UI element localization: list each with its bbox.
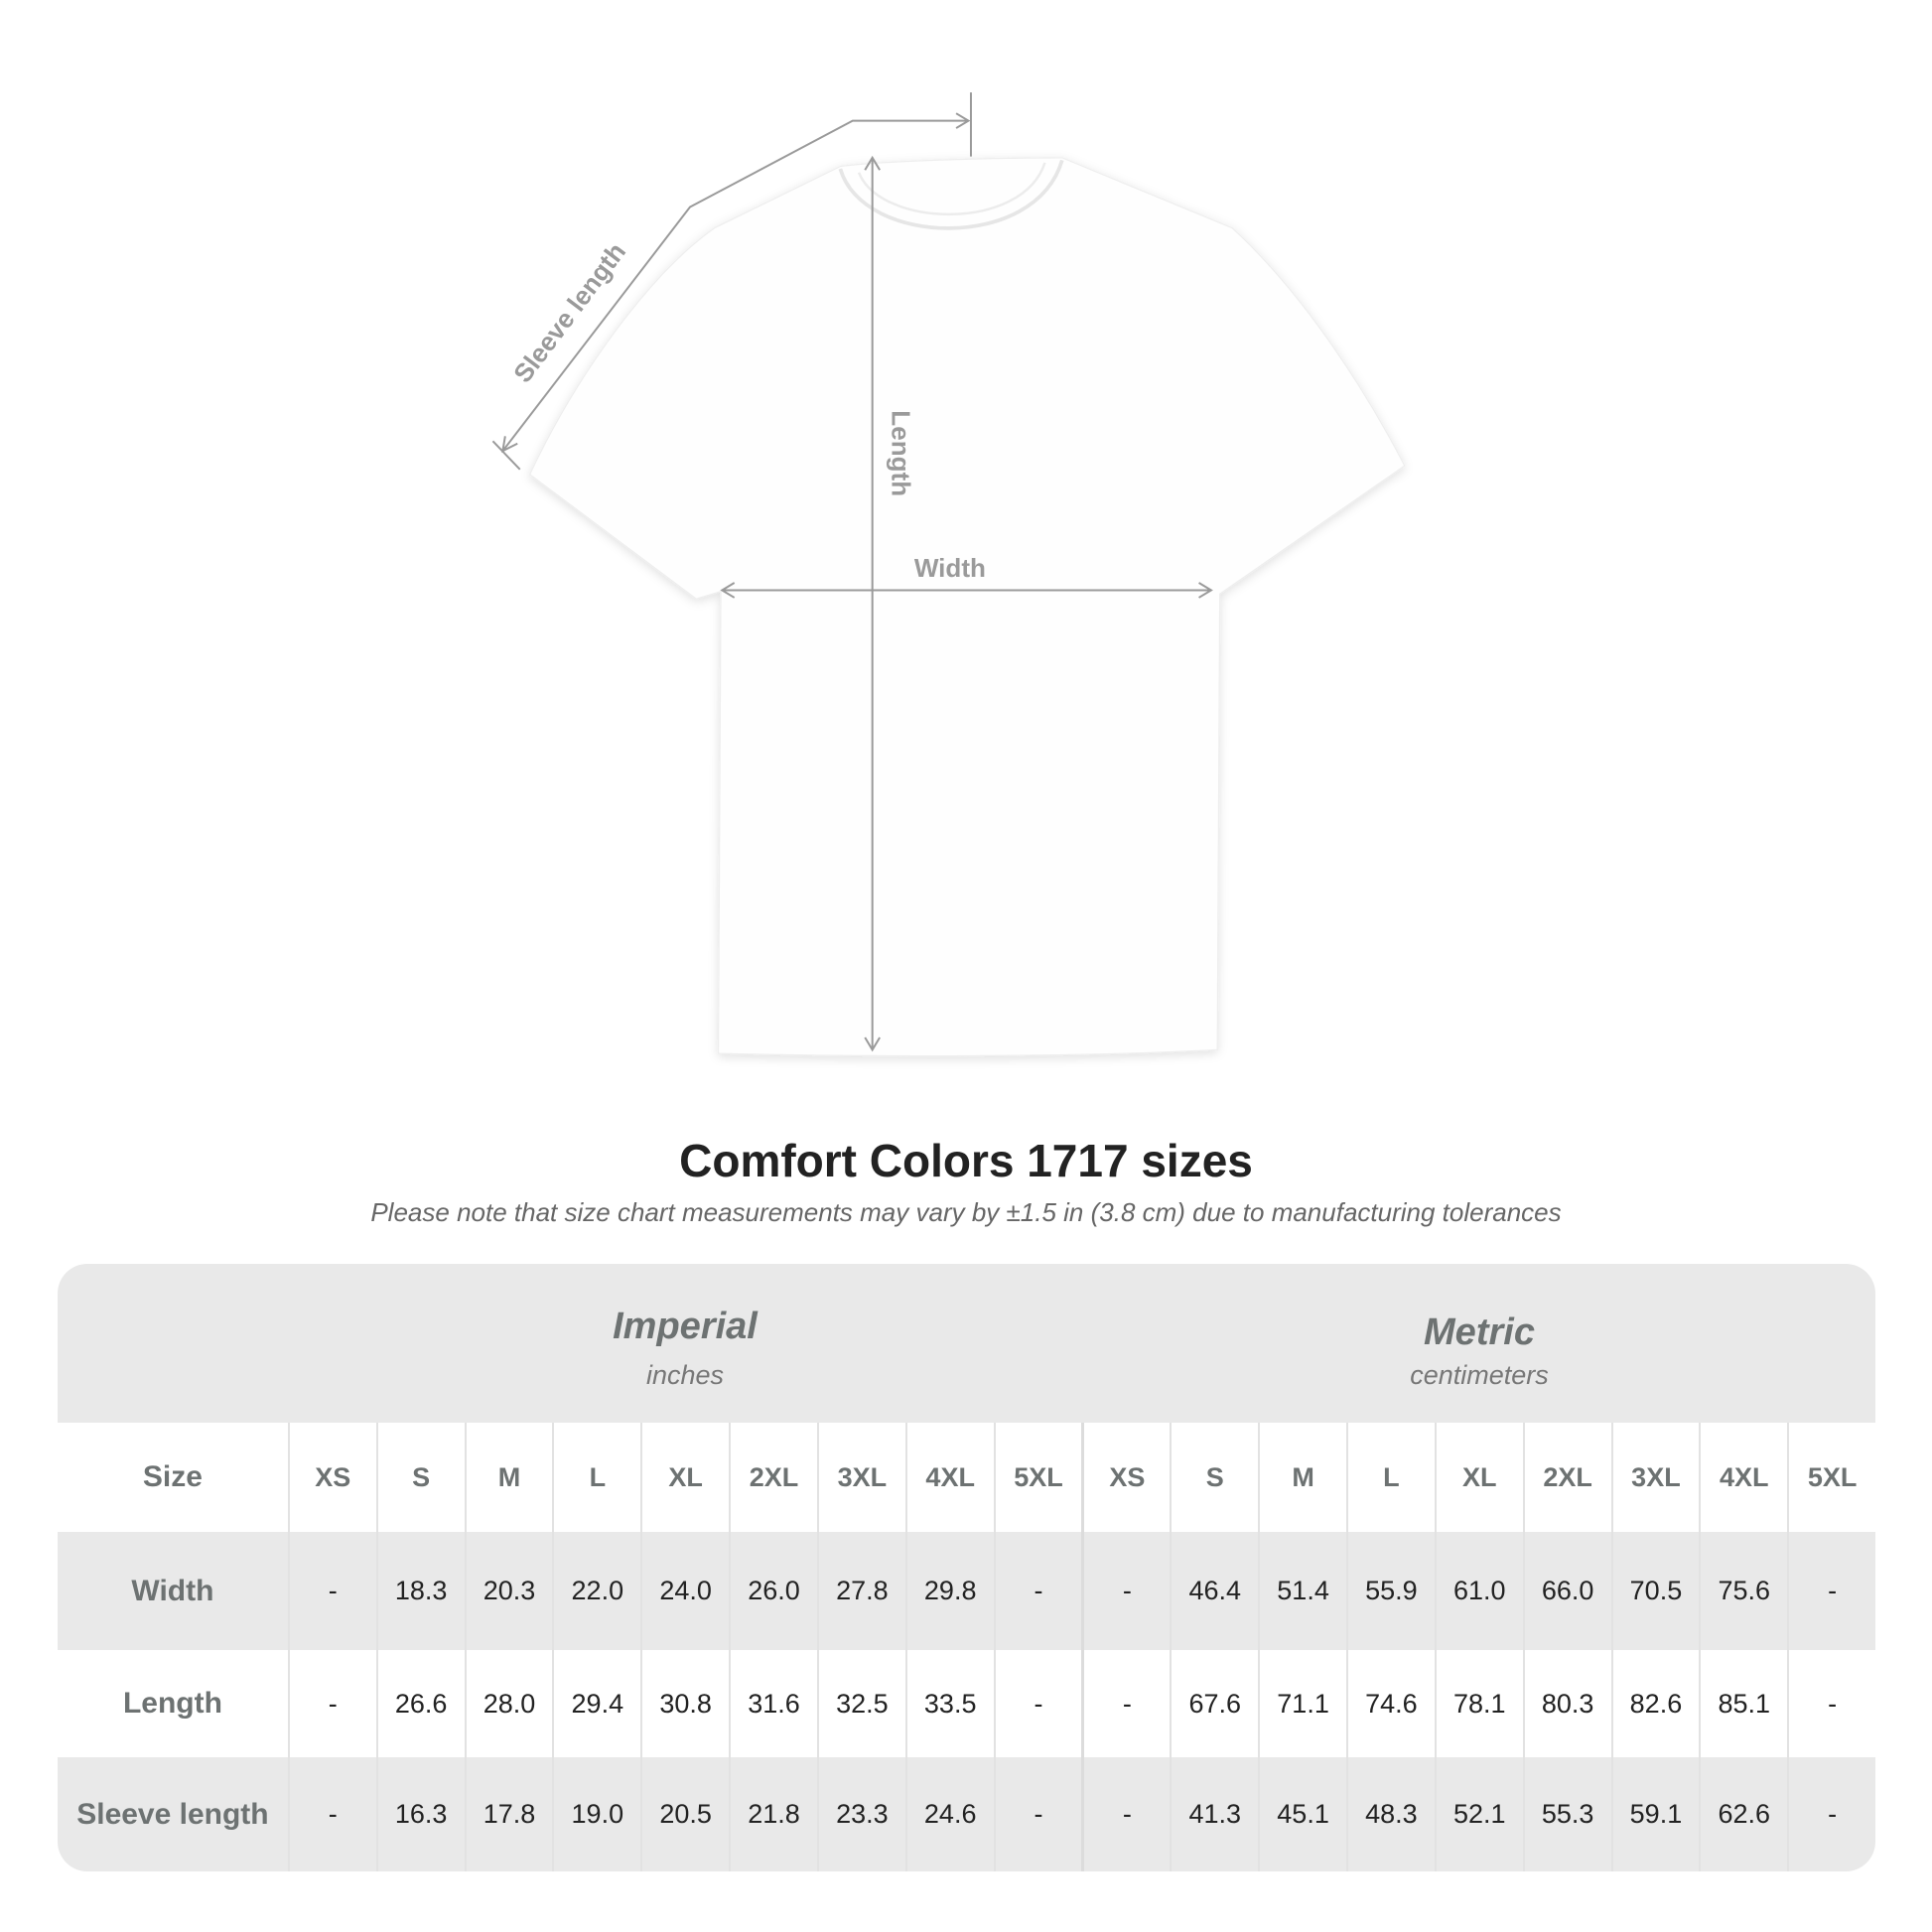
size-table: Imperial inches Metric centimeters Size X… (58, 1264, 1875, 1871)
value-cell: 55.9 (1345, 1532, 1435, 1650)
size-header-cell: 3XL (816, 1423, 905, 1532)
value-cell: 26.0 (729, 1532, 817, 1650)
table-row: Length -26.6 28.0 29.4 30.8 31.6 32.5 33.5- -67.… (58, 1650, 1875, 1757)
value-cell: 55.3 (1522, 1757, 1611, 1871)
value-cell: 59.1 (1610, 1757, 1700, 1871)
row-label: Length (122, 1687, 222, 1720)
size-header-cell: XS (287, 1423, 376, 1532)
value-cell: 48.3 (1345, 1757, 1435, 1871)
value-cell: 75.6 (1699, 1532, 1787, 1650)
row-label: Sleeve length (76, 1797, 269, 1831)
value-cell: - (1787, 1532, 1875, 1650)
size-header-cell: XL (640, 1423, 729, 1532)
size-header-cell: 5XL (993, 1423, 1082, 1532)
size-header-cell: 4XL (1699, 1423, 1787, 1532)
value-cell: 78.1 (1434, 1650, 1523, 1757)
size-header-cell: 4XL (904, 1423, 994, 1532)
value-cell: - (1787, 1650, 1875, 1757)
value-cell: - (1787, 1757, 1875, 1871)
size-header-cell: XS (1081, 1423, 1170, 1532)
row-label: Size (142, 1460, 203, 1493)
value-cell: 17.8 (464, 1757, 553, 1871)
value-cell: 30.8 (640, 1650, 729, 1757)
sleeve-length-line (501, 119, 969, 452)
value-cell: 19.0 (552, 1757, 640, 1871)
value-cell: 33.5 (904, 1650, 994, 1757)
row-label: Width (131, 1574, 214, 1607)
tshirt-body (528, 157, 1406, 1057)
value-cell: 31.6 (729, 1650, 817, 1757)
value-cell: 29.8 (904, 1532, 994, 1650)
value-cell: 32.5 (816, 1650, 905, 1757)
tolerance-note: Please note that size chart measurements… (370, 1197, 1562, 1227)
size-header-row: Size XS S M L XL 2XL 3XL 4XL 5XL XS S M L XL 2XL 3XL 4XL 5… (58, 1423, 1875, 1532)
value-cell: 51.4 (1258, 1532, 1346, 1650)
size-header-cell: 2XL (1522, 1423, 1611, 1532)
value-cell: 22.0 (552, 1532, 640, 1650)
size-header-cell: L (552, 1423, 640, 1532)
value-cell: - (287, 1757, 376, 1871)
table-row: Sleeve length -16.3 17.8 19.0 20.5 21.8 23.3 24… (58, 1757, 1875, 1871)
size-header-cell: 3XL (1610, 1423, 1700, 1532)
size-header-cell: M (1258, 1423, 1346, 1532)
size-header-cell: 5XL (1787, 1423, 1875, 1532)
value-cell: 66.0 (1522, 1532, 1611, 1650)
value-cell: 24.6 (904, 1757, 994, 1871)
value-cell: 71.1 (1258, 1650, 1346, 1757)
value-cell: 82.6 (1610, 1650, 1700, 1757)
value-cell: 80.3 (1522, 1650, 1611, 1757)
imperial-unit: inches (645, 1360, 725, 1390)
value-cell: 21.8 (729, 1757, 817, 1871)
value-cell: - (1081, 1532, 1170, 1650)
value-cell: 62.6 (1699, 1757, 1787, 1871)
size-header-cell: L (1345, 1423, 1435, 1532)
value-cell: 20.3 (464, 1532, 553, 1650)
size-header-cell: M (464, 1423, 553, 1532)
value-cell: 46.4 (1170, 1532, 1258, 1650)
value-cell: - (1081, 1650, 1170, 1757)
measurement-lines (491, 92, 1213, 1052)
value-cell: 18.3 (375, 1532, 465, 1650)
value-cell: 24.0 (640, 1532, 729, 1650)
size-header-cell: 2XL (729, 1423, 817, 1532)
value-cell: 27.8 (816, 1532, 905, 1650)
value-cell: - (993, 1650, 1082, 1757)
width-label: Width (914, 553, 986, 583)
value-cell: 23.3 (816, 1757, 905, 1871)
value-cell: 29.4 (552, 1650, 640, 1757)
tshirt-collar (838, 159, 1064, 230)
value-cell: 85.1 (1699, 1650, 1787, 1757)
value-cell: - (993, 1532, 1082, 1650)
chart-title: Comfort Colors 1717 sizes (679, 1135, 1253, 1186)
unit-header-band (58, 1264, 1875, 1423)
value-cell: - (1081, 1757, 1170, 1871)
size-header-cell: XL (1434, 1423, 1523, 1532)
value-cell: - (287, 1650, 376, 1757)
value-cell: 28.0 (464, 1650, 553, 1757)
value-cell: 61.0 (1434, 1532, 1523, 1650)
value-cell: - (993, 1757, 1082, 1871)
value-cell: 52.1 (1434, 1757, 1523, 1871)
length-label: Length (887, 410, 916, 496)
size-header-cell: S (375, 1423, 465, 1532)
table-row: Width -18.3 20.3 22.0 24.0 26.0 27.8 29.8- -46.4… (58, 1532, 1875, 1650)
value-cell: 74.6 (1345, 1650, 1435, 1757)
metric-title: Metric (1424, 1311, 1535, 1353)
value-cell: 16.3 (375, 1757, 465, 1871)
imperial-title: Imperial (613, 1306, 758, 1347)
value-cell: 45.1 (1258, 1757, 1346, 1871)
value-cell: 70.5 (1610, 1532, 1700, 1650)
metric-header: Metric centimeters (1082, 1311, 1875, 1391)
value-cell: 26.6 (375, 1650, 465, 1757)
value-cell: 20.5 (640, 1757, 729, 1871)
value-cell: 67.6 (1170, 1650, 1258, 1757)
imperial-header: Imperial inches (288, 1306, 1082, 1391)
value-cell: 41.3 (1170, 1757, 1258, 1871)
size-header-cell: S (1170, 1423, 1258, 1532)
value-cell: - (287, 1532, 376, 1650)
metric-unit: centimeters (1410, 1360, 1549, 1390)
